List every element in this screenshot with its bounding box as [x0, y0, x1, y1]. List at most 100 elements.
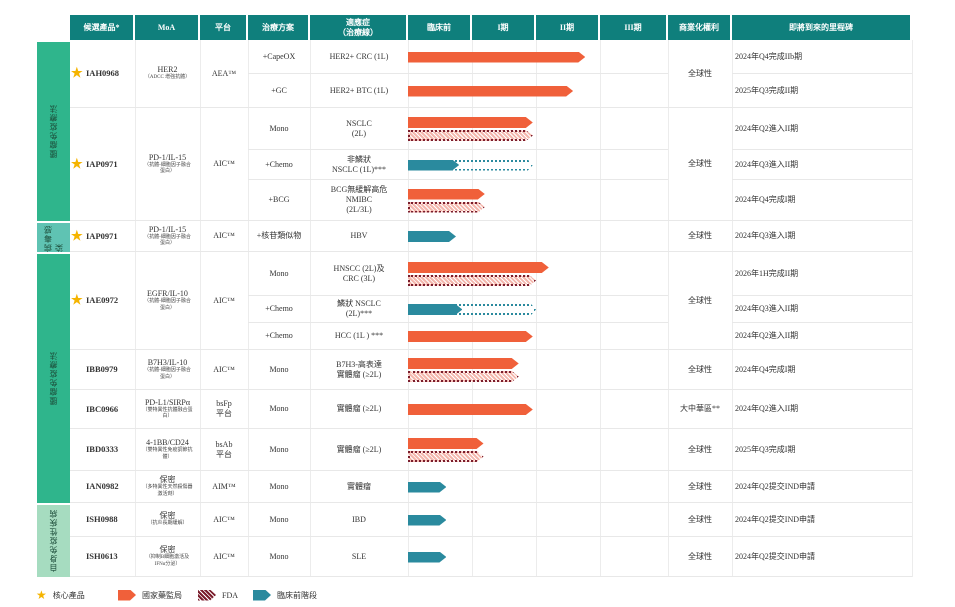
regimen: +Chemo — [248, 150, 310, 180]
regimen: Mono — [248, 390, 310, 429]
moa: 保密 — [159, 511, 176, 521]
indication: BCG無緩解高危 NMIBC (2L/3L) — [310, 180, 408, 221]
star-icon: ★ — [71, 292, 83, 308]
regimen: +CapeOX — [248, 40, 310, 74]
header-5: 臨床前 — [408, 15, 472, 40]
fda-arrow-icon — [198, 589, 216, 601]
commercial-rights: 全球性 — [668, 471, 732, 503]
product-id: IAP0971 — [86, 158, 118, 169]
indication: SLE — [310, 537, 408, 577]
moa-cell: 保密 （抗炎長期緩解） — [135, 503, 200, 537]
commercial-rights: 大中華區** — [668, 390, 732, 429]
product-id: IAE0972 — [86, 295, 119, 306]
moa-cell: 保密 （多特異性天然殺傷器激活劑） — [135, 471, 200, 503]
column-divider — [536, 40, 537, 577]
milestone: 2026年1H完成II期 — [732, 252, 912, 296]
milestone: 2024年Q2提交IND申請 — [732, 537, 912, 577]
platform: AIC™ — [200, 108, 248, 221]
fda-progress-bar — [408, 451, 484, 462]
milestone: 2024年Q2提交IND申請 — [732, 471, 912, 503]
product-id: ISH0613 — [86, 551, 118, 562]
regimen: Mono — [248, 350, 310, 390]
milestone: 2025年Q3完成II期 — [732, 74, 912, 108]
nmpa-progress-bar — [408, 438, 484, 449]
moa: HER2 — [157, 65, 178, 75]
moa-note: （抗體-細胞因子融合蛋白） — [144, 234, 191, 246]
product-name: ★ IAE0972 — [70, 252, 135, 350]
milestone: 2024年Q4完成I期 — [732, 350, 912, 390]
milestone: 2025年Q3完成I期 — [732, 429, 912, 471]
header-9: 商業化權利 — [668, 15, 732, 40]
commercial-rights: 全球性 — [668, 503, 732, 537]
product-name: ★ IAH0968 — [70, 40, 135, 108]
product-name: IBD0333 — [70, 429, 135, 471]
moa-cell: B7H3/IL-10 （抗體-細胞因子融合蛋白） — [135, 350, 200, 390]
nmpa-progress-bar — [408, 358, 519, 369]
indication: HNSCC (2L)及 CRC (3L) — [310, 252, 408, 296]
regimen: +GC — [248, 74, 310, 108]
column-divider — [310, 40, 311, 577]
product-name: IBB0979 — [70, 350, 135, 390]
regimen: Mono — [248, 503, 310, 537]
regimen: Mono — [248, 108, 310, 150]
indication: 非鱗狀 NSCLC (1L)*** — [310, 150, 408, 180]
fda-progress-bar — [408, 371, 519, 382]
legend-item: 臨床前階段 — [253, 588, 317, 602]
regimen: +BCG — [248, 180, 310, 221]
stage-cell — [408, 429, 668, 471]
preclinical-progress-bar — [408, 552, 446, 563]
regimen: +Chemo — [248, 296, 310, 323]
commercial-rights: 全球性 — [668, 350, 732, 390]
platform: AIC™ — [200, 221, 248, 252]
milestone: 2024年Q3進入II期 — [732, 296, 912, 323]
nmpa-progress-bar — [408, 404, 533, 415]
stage-cell — [408, 252, 668, 296]
nmpa-progress-bar — [408, 86, 573, 97]
stage-cell — [408, 180, 668, 221]
stage-cell — [408, 221, 668, 252]
indication: HER2+ CRC (1L) — [310, 40, 408, 74]
preclinical-progress-bar — [408, 515, 446, 526]
product-name: IBC0966 — [70, 390, 135, 429]
fda-progress-bar — [408, 202, 485, 213]
nmpa-progress-bar — [408, 117, 533, 128]
platform: AIC™ — [200, 537, 248, 577]
moa-cell: 4-1BB/CD24 （雙特異性免疫調節抗體） — [135, 429, 200, 471]
category-label: 腫瘤免疫療法 — [37, 252, 70, 503]
milestone: 2024年Q3進入II期 — [732, 150, 912, 180]
star-icon: ★ — [71, 65, 83, 81]
nmpa-progress-bar — [408, 189, 485, 200]
legend-item: 國家藥監局 — [118, 588, 182, 602]
product-name: IAN0982 — [70, 471, 135, 503]
stage-cell — [408, 296, 668, 323]
product-id: IBC0966 — [86, 403, 119, 414]
indication: 實體瘤 (≥2L) — [310, 429, 408, 471]
legend-label: 核心產品 — [52, 590, 85, 600]
moa-note: （抗炎長期緩解） — [147, 521, 188, 527]
moa-note: （抗體-細胞因子融合蛋白） — [144, 299, 191, 311]
header-0: 候選產品* — [70, 15, 135, 40]
header-4: 適應症 （治療線） — [310, 15, 408, 40]
milestone: 2024年Q2進入II期 — [732, 323, 912, 350]
column-divider — [200, 40, 201, 577]
milestone: 2024年Q4完成I期 — [732, 180, 912, 221]
stage-cell — [408, 150, 668, 180]
stage-cell — [408, 108, 668, 150]
indication: HCC (1L ) *** — [310, 323, 408, 350]
column-divider — [472, 40, 473, 577]
stage-cell — [408, 40, 668, 74]
star-icon: ★ — [36, 587, 47, 602]
indication: HBV — [310, 221, 408, 252]
commercial-rights: 全球性 — [668, 108, 732, 221]
category-label: 自身免疫性疾病 — [37, 503, 70, 577]
regimen: Mono — [248, 252, 310, 296]
regimen: +Chemo — [248, 323, 310, 350]
stage-cell — [408, 74, 668, 108]
product-id: IAP0971 — [86, 230, 118, 241]
commercial-rights: 全球性 — [668, 252, 732, 350]
moa: PD-L1/SIRPα — [144, 397, 191, 407]
commercial-rights: 全球性 — [668, 40, 732, 108]
milestone: 2024年Q3進入I期 — [732, 221, 912, 252]
nmpa-progress-bar — [408, 331, 533, 342]
header-10: 即將到來的里程碑 — [732, 15, 912, 40]
